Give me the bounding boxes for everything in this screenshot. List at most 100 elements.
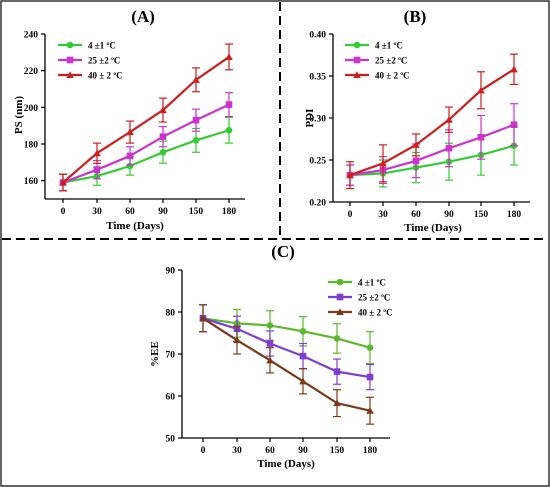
series-line <box>349 123 515 177</box>
data-point <box>299 377 307 385</box>
x-tick-label: 90 <box>444 210 454 220</box>
legend-label: 40 ± 2 ºC <box>358 308 393 318</box>
y-tick-label: 80 <box>166 309 176 319</box>
series-square <box>59 92 233 192</box>
x-axis-title: Time (Days) <box>404 222 462 234</box>
data-point <box>477 86 485 94</box>
series-circle <box>346 125 518 188</box>
data-point <box>412 157 420 165</box>
y-tick-label: 0.20 <box>309 199 326 209</box>
data-point <box>379 159 387 167</box>
data-point <box>159 148 167 156</box>
series-circle <box>59 116 233 192</box>
x-tick-label: 0 <box>348 210 353 220</box>
data-point <box>477 134 485 141</box>
data-point <box>159 133 167 140</box>
series-triangle <box>199 304 374 425</box>
data-point <box>366 344 374 352</box>
y-axis-title: PS (nm) <box>13 96 25 135</box>
data-point <box>346 171 354 179</box>
data-point <box>159 106 167 114</box>
legend-label: 4 ±1 ºC <box>358 278 386 288</box>
data-point <box>192 137 200 144</box>
data-point <box>412 141 420 148</box>
series-triangle <box>59 43 233 192</box>
series-line <box>202 317 371 379</box>
panel-label: (B) <box>404 7 427 26</box>
x-tick-label: 150 <box>474 210 489 220</box>
series-line <box>62 56 230 184</box>
data-point <box>233 336 241 344</box>
legend-label: 25 ±2 ºC <box>88 56 120 66</box>
data-point <box>366 406 374 414</box>
x-tick-label: 30 <box>92 207 102 217</box>
x-tick-label: 180 <box>222 207 237 217</box>
y-tick-label: 60 <box>166 393 176 403</box>
data-point <box>299 352 307 360</box>
data-point <box>445 115 453 123</box>
legend-label: 40 ± 2 ºC <box>88 71 123 81</box>
data-point <box>126 128 134 136</box>
y-tick-label: 50 <box>166 435 176 445</box>
data-point <box>366 373 374 381</box>
data-point <box>126 152 134 160</box>
x-tick-label: 30 <box>378 210 388 220</box>
series-line <box>62 129 230 184</box>
data-point <box>333 368 341 375</box>
x-axis-title: Time (Days) <box>257 458 315 470</box>
series-line <box>202 317 371 412</box>
data-point <box>93 149 101 157</box>
legend-marker <box>66 41 74 49</box>
series-line <box>62 103 230 184</box>
legend-label: 25 ±2 ºC <box>358 293 390 303</box>
legend-label: 40 ± 2 ºC <box>375 71 410 81</box>
y-tick-label: 0.35 <box>309 73 326 83</box>
data-point <box>333 335 341 342</box>
legend-marker <box>353 56 361 64</box>
x-tick-label: 60 <box>125 207 135 217</box>
y-tick-label: 70 <box>166 351 176 361</box>
legend-marker <box>66 56 74 64</box>
y-tick-label: 0.25 <box>309 157 326 167</box>
series-triangle <box>346 53 518 190</box>
x-tick-label: 60 <box>265 446 275 456</box>
panels: (A) 160 180 200 220 240 0 30 60 90 150 180 Time (Day… <box>13 7 530 470</box>
series-square <box>199 304 374 391</box>
x-tick-label: 90 <box>158 207 168 217</box>
legend-label: 4 ±1 ºC <box>88 41 116 51</box>
data-point <box>266 340 274 347</box>
legend-marker <box>353 41 361 49</box>
series-line <box>349 144 515 177</box>
data-point <box>192 116 200 124</box>
panel-label: (A) <box>131 7 155 26</box>
data-point <box>266 356 274 364</box>
chart-panel-3: (C) 50 60 70 80 90 0 30 60 90 150 180 Time (Days) %EE… <box>149 242 393 470</box>
legend-label: 25 ±2 ºC <box>375 56 407 66</box>
data-point <box>225 101 233 108</box>
data-point <box>266 322 274 329</box>
data-point <box>93 166 101 173</box>
y-axis-title: %EE <box>149 341 161 367</box>
y-tick-label: 0.30 <box>309 115 326 125</box>
legend-marker <box>336 278 344 286</box>
data-point <box>333 399 341 407</box>
data-point <box>445 144 453 152</box>
legend-marker <box>66 71 74 79</box>
series-circle <box>199 304 374 365</box>
y-tick-label: 200 <box>24 104 39 114</box>
panel-label: (C) <box>271 242 295 261</box>
y-tick-label: 180 <box>24 141 39 151</box>
y-tick-label: 160 <box>24 177 39 187</box>
data-point <box>510 65 518 73</box>
legend-marker <box>336 308 344 316</box>
y-tick-label: 0.40 <box>309 31 326 41</box>
chart-panel-2: (B) 0.20 0.25 0.30 0.35 0.40 0 30 60 90 150 180 Time… <box>304 7 530 234</box>
data-point <box>59 178 67 186</box>
x-tick-label: 60 <box>411 210 421 220</box>
x-tick-label: 0 <box>61 207 66 217</box>
y-tick-label: 90 <box>166 267 176 277</box>
data-point <box>225 53 233 60</box>
y-axis-title: PDI <box>304 109 316 128</box>
